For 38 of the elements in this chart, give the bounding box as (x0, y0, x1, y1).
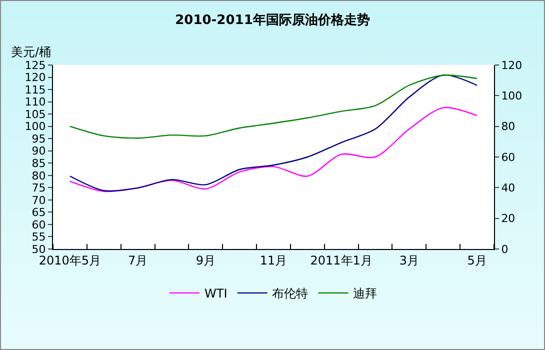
line-series (69, 74, 478, 192)
y-tick-label: 50 (32, 242, 46, 256)
line-series (69, 74, 478, 139)
x-tick-label: 7月 (128, 253, 148, 268)
y-tick-label: 70 (32, 194, 46, 207)
y-tick-label: 125 (24, 58, 46, 72)
y-tick-label: 60 (32, 218, 46, 232)
y-tick-label: 115 (24, 83, 46, 96)
y-tick-label: 90 (32, 144, 46, 158)
y-tick-label: 55 (32, 230, 46, 244)
chart-title: 2010-2011年国际原油价格走势 (175, 12, 370, 28)
y-tick-label: 95 (32, 132, 46, 146)
x-tick-label: 5月 (467, 253, 487, 268)
y-tick-label: 105 (24, 108, 46, 121)
y2-tick-label: 80 (501, 120, 516, 134)
legend-label: 布伦特 (272, 286, 308, 301)
x-tick-label: 9月 (196, 253, 216, 268)
y-tick-label: 120 (24, 71, 46, 84)
y2-tick-label: 20 (501, 212, 516, 226)
legend-label: 迪拜 (353, 286, 378, 301)
y2-tick-label: 40 (501, 182, 516, 195)
y-tick-label: 80 (32, 169, 46, 182)
y-tick-label: 100 (24, 120, 46, 134)
y-tick-label: 65 (32, 206, 46, 220)
x-tick-label: 11月 (260, 253, 288, 268)
y2-tick-label: 60 (501, 150, 516, 164)
y2-tick-label: 120 (501, 58, 522, 72)
x-tick-label: 2011年1月 (310, 253, 372, 268)
y-axis-title: 美元/桶 (11, 45, 52, 59)
y-tick-label: 75 (32, 182, 46, 195)
y2-tick-label: 0 (501, 242, 508, 256)
line-series (69, 106, 478, 192)
y-tick-label: 85 (32, 156, 46, 170)
y2-tick-label: 100 (501, 90, 522, 103)
y-tick-label: 110 (24, 96, 46, 109)
x-tick-label: 2010年5月 (38, 253, 102, 268)
x-tick-label: 3月 (399, 253, 420, 268)
legend-label: WTI (204, 286, 228, 301)
